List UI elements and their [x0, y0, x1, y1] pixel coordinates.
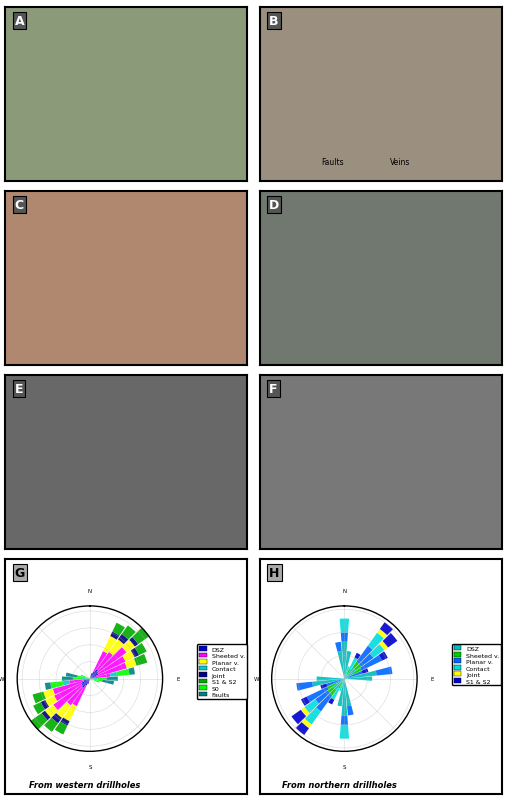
- Legend: DSZ, Sheeted v., Planar v., Contact, Joint, S1 & S2: DSZ, Sheeted v., Planar v., Contact, Joi…: [452, 644, 501, 686]
- Text: F: F: [269, 383, 278, 395]
- Text: From northern drillholes: From northern drillholes: [282, 780, 397, 789]
- Text: Veins: Veins: [390, 158, 410, 167]
- Text: E: E: [15, 383, 23, 395]
- Text: C: C: [15, 199, 24, 212]
- Text: A: A: [15, 15, 24, 28]
- Text: D: D: [269, 199, 279, 212]
- Text: B: B: [269, 15, 279, 28]
- Legend: DSZ, Sheeted v., Planar v., Contact, Joint, S1 & S2, S0, Faults: DSZ, Sheeted v., Planar v., Contact, Joi…: [197, 644, 247, 699]
- Text: From western drillholes: From western drillholes: [29, 780, 141, 789]
- Text: G: G: [15, 566, 25, 579]
- Text: Faults: Faults: [321, 158, 344, 167]
- Text: H: H: [269, 566, 280, 579]
